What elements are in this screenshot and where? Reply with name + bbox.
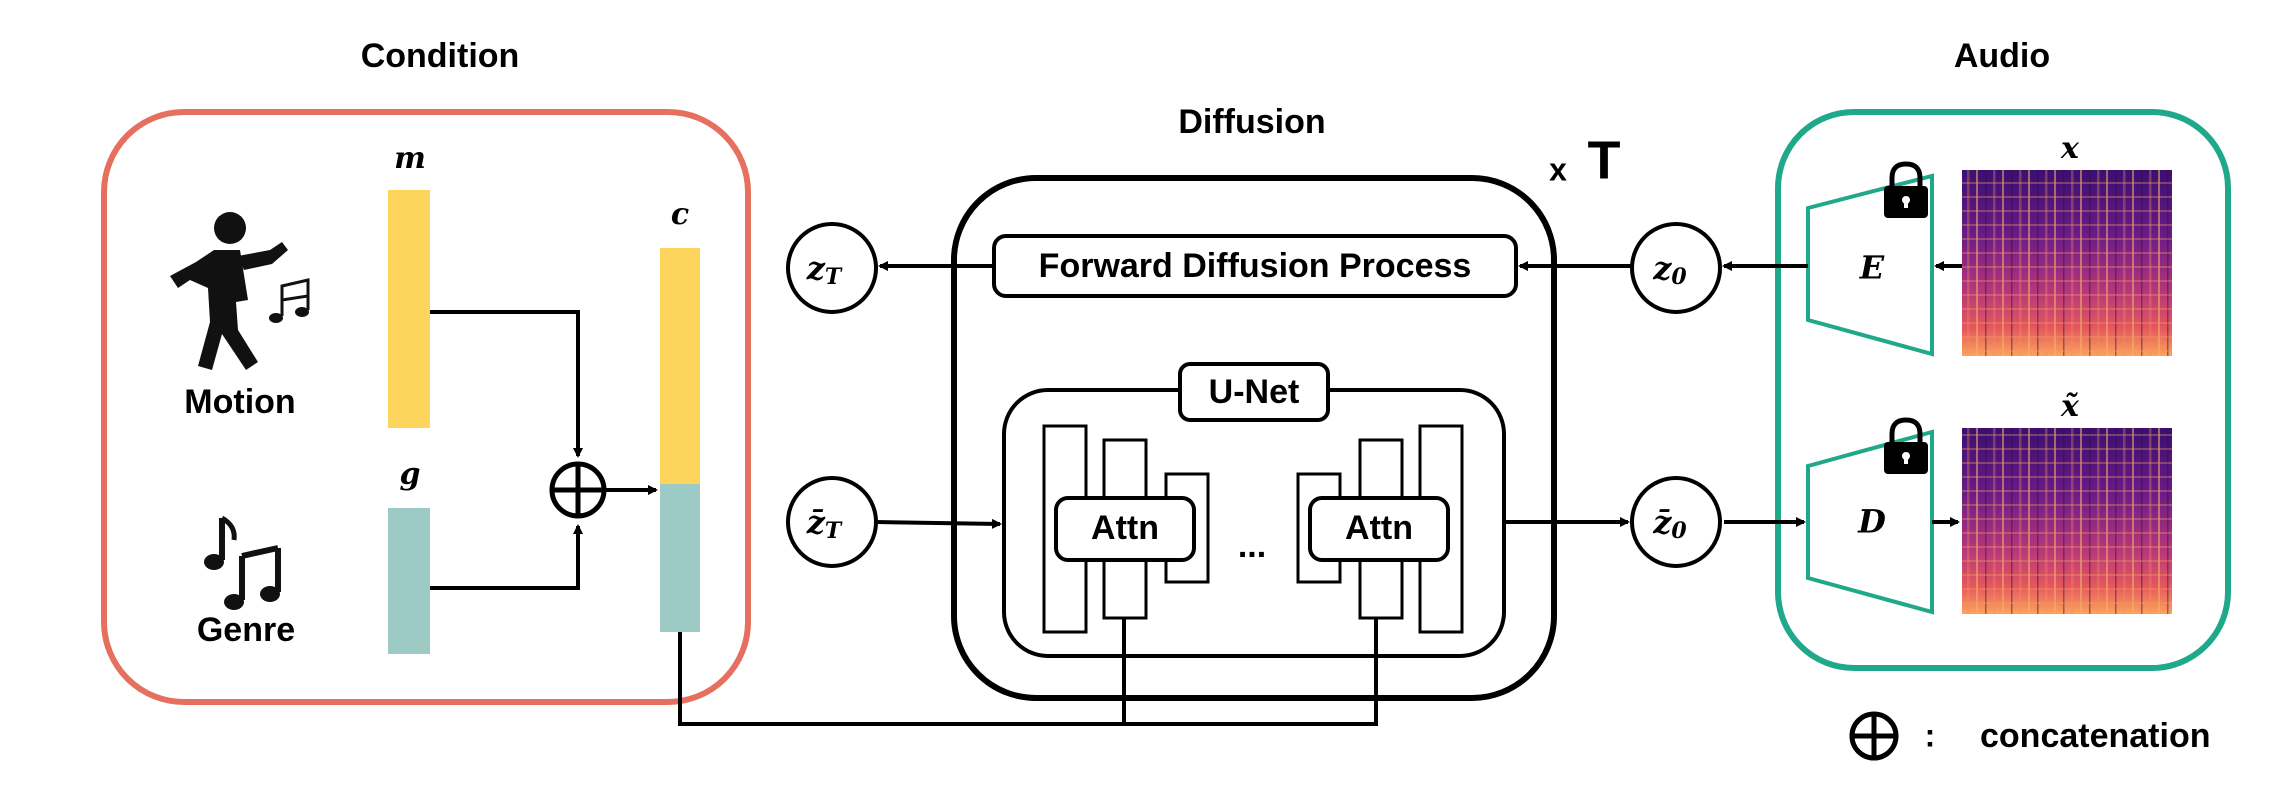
unet-ellipsis: ... (1238, 527, 1266, 565)
diffusion-panel (951, 175, 1557, 701)
c-motion-part (660, 248, 700, 484)
attn-box-2 (1308, 496, 1450, 562)
input-spectrogram (1962, 170, 2172, 356)
legend-concat-label: concatenation (1980, 717, 2210, 755)
c-label: c (671, 197, 689, 232)
forward-process-label: Forward Diffusion Process (1039, 247, 1472, 285)
c-genre-part (660, 484, 700, 632)
zbar-0-node (1630, 476, 1722, 568)
music-note-icon (269, 278, 310, 323)
x-tilde-label: x̃ (2060, 389, 2080, 424)
attn-label-1: Attn (1091, 509, 1159, 547)
legend-concat-icon (1849, 711, 1899, 761)
z-T-node (786, 222, 878, 314)
output-spectrogram (1962, 428, 2172, 614)
unet-label-box (1178, 362, 1330, 422)
m-label: m (394, 141, 426, 176)
audio-panel (1775, 109, 2231, 671)
condition-panel (101, 109, 751, 705)
genre-music-icon (204, 515, 281, 610)
legend: : concatenation (1849, 711, 2210, 761)
repeat-count: x T (1549, 130, 1620, 190)
x-label: x (2060, 131, 2080, 166)
encoder-lock-icon (1884, 161, 1928, 218)
attn-box-1 (1054, 496, 1196, 562)
zbar-0-symbol: z̄0 (1652, 503, 1687, 545)
dancer-icon (170, 212, 288, 370)
legend-colon: : (1925, 717, 1936, 753)
concat-operator-icon (549, 461, 607, 519)
genre-embedding-bar (388, 508, 430, 654)
motion-embedding-bar (388, 190, 430, 428)
genre-to-concat-arrow (430, 524, 583, 590)
motion-label: Motion (184, 383, 295, 421)
zbarT-to-unet-arrow (875, 518, 1002, 529)
attn-label-2: Attn (1345, 509, 1413, 547)
audio-title: Audio (1954, 37, 2050, 75)
repeat-prefix: x (1549, 151, 1567, 187)
encoder-label: E (1859, 249, 1885, 287)
zbar-T-symbol: z̄T (806, 503, 843, 545)
g-label: g (400, 457, 421, 492)
unet-label: U-Net (1209, 373, 1300, 411)
genre-label: Genre (197, 611, 295, 649)
diffusion-title: Diffusion (1178, 103, 1325, 141)
z-0-symbol: z0 (1652, 249, 1687, 291)
decoder-lock-icon (1884, 417, 1928, 474)
decoder-label: D (1857, 503, 1886, 541)
condition-to-attn2-line (678, 570, 1381, 726)
repeat-symbol: T (1588, 130, 1621, 190)
condition-title: Condition (361, 37, 520, 75)
z-T-symbol: zT (806, 249, 843, 291)
motion-to-concat-arrow (430, 310, 583, 458)
